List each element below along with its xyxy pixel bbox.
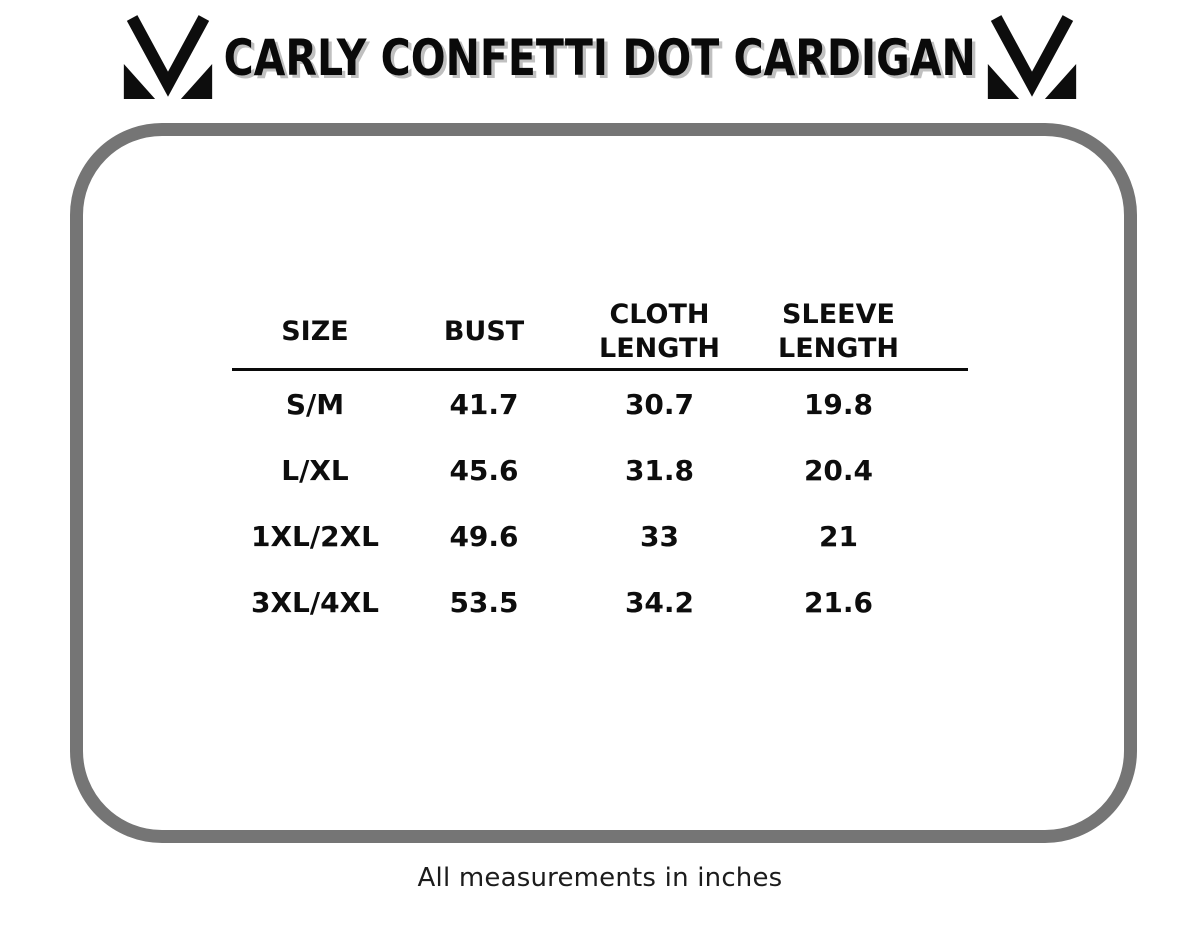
column-header-bust-label: BUST — [443, 316, 525, 348]
cloth-length-value: 34.2 — [624, 585, 695, 619]
cloth-length-value: 33 — [640, 519, 679, 553]
header: CARLY CONFETTI DOT CARDIGAN — [0, 14, 1200, 102]
sleeve-length-value: 20.4 — [803, 453, 874, 487]
bust-value: 45.6 — [449, 453, 519, 487]
title-wrap: CARLY CONFETTI DOT CARDIGAN — [224, 30, 976, 86]
column-header-cloth-length: CLOTH LENGTH — [570, 296, 749, 368]
sleeve-length-value: 21 — [819, 519, 858, 553]
table-row-lxl: L/XL 45.6 31.8 20.4 — [232, 437, 968, 503]
bust-value: 49.6 — [449, 519, 519, 553]
column-header-sleeve-length-label: SLEEVE LENGTH — [778, 299, 899, 364]
cloth-length-value: 31.8 — [624, 453, 695, 487]
column-header-cloth-length-label: CLOTH LENGTH — [599, 299, 720, 364]
sleeve-length-value: 21.6 — [803, 585, 874, 619]
size-value: 1XL/2XL — [250, 519, 380, 553]
size-value: S/M — [285, 387, 345, 421]
size-table: SIZE BUST CLOTH LENGTH SLEEVE LENGTH S/M… — [232, 296, 968, 635]
chart-frame-panel: SIZE BUST CLOTH LENGTH SLEEVE LENGTH S/M… — [70, 123, 1137, 843]
column-header-bust: BUST — [398, 296, 570, 368]
size-value: L/XL — [281, 453, 349, 487]
column-header-size: SIZE — [232, 296, 398, 368]
size-value: 3XL/4XL — [250, 585, 380, 619]
brand-v-mark-left-icon — [123, 15, 213, 99]
page-title: CARLY CONFETTI DOT CARDIGAN — [223, 28, 977, 87]
table-row-sm: S/M 41.7 30.7 19.8 — [232, 371, 968, 437]
table-row-1xl2xl: 1XL/2XL 49.6 33 21 — [232, 503, 968, 569]
footer-note: All measurements in inches — [417, 863, 783, 893]
header-divider-line — [232, 368, 968, 371]
table-header-row: SIZE BUST CLOTH LENGTH SLEEVE LENGTH — [232, 296, 968, 368]
bust-value: 41.7 — [449, 387, 519, 421]
table-row-3xl4xl: 3XL/4XL 53.5 34.2 21.6 — [232, 569, 968, 635]
sleeve-length-value: 19.8 — [803, 387, 874, 421]
bust-value: 53.5 — [449, 585, 519, 619]
cloth-length-value: 30.7 — [624, 387, 695, 421]
column-header-size-label: SIZE — [281, 316, 349, 348]
column-header-sleeve-length: SLEEVE LENGTH — [749, 296, 968, 368]
brand-v-mark-right-icon — [987, 15, 1077, 99]
